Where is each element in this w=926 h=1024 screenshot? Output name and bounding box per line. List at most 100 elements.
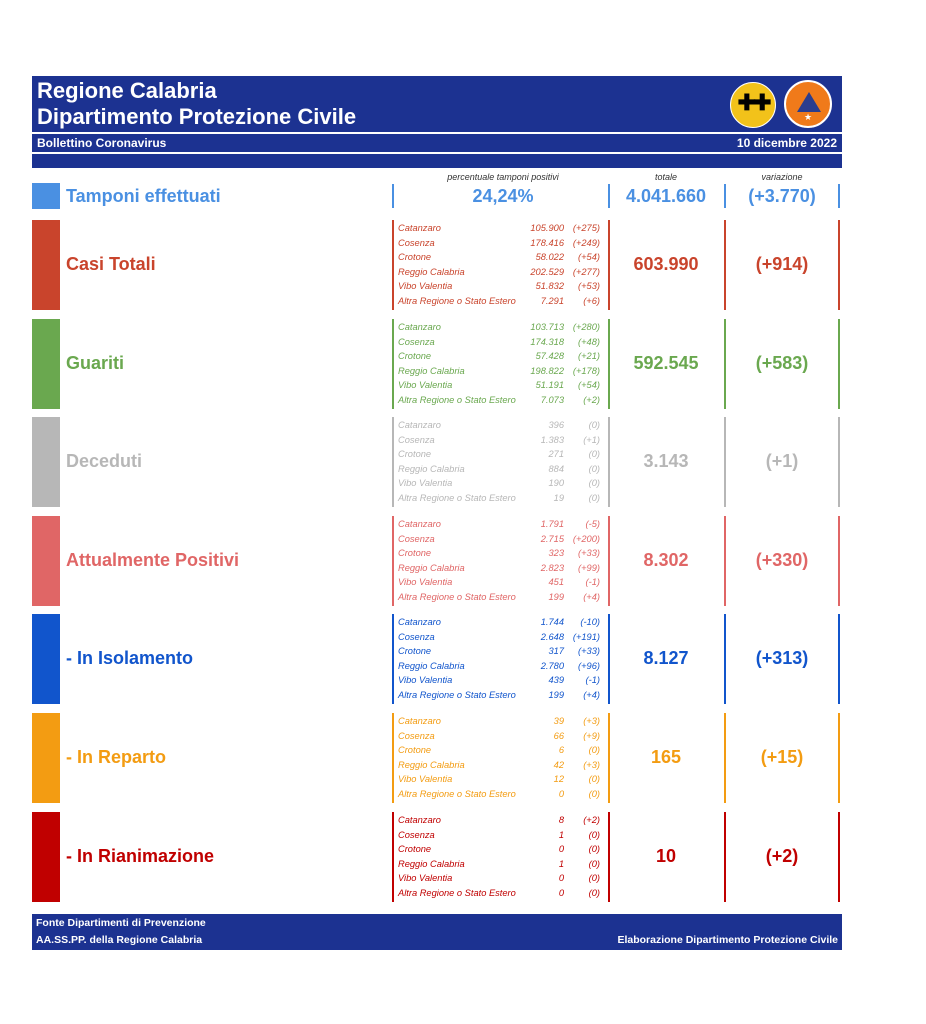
tamponi-divider (724, 184, 726, 208)
breakdown-row: Cosenza 1 (0) (398, 828, 608, 843)
attualmente-positivi-swatch (32, 516, 60, 606)
breakdown-row: Catanzaro 8 (+2) (398, 813, 608, 828)
province-name: Vibo Valentia (398, 478, 453, 489)
breakdown-row: Cosenza 2.715 (+200) (398, 532, 608, 547)
in-rianimazione-swatch (32, 812, 60, 902)
province-value: 178.416 (530, 237, 564, 248)
province-delta: (+191) (572, 631, 600, 642)
province-name: Catanzaro (398, 322, 441, 332)
province-name: Catanzaro (398, 617, 441, 627)
breakdown-row: Catanzaro 1.744 (-10) (398, 615, 608, 630)
attualmente-positivi-section: Attualmente Positivi Catanzaro 1.791 (-5) Co… (32, 516, 842, 606)
province-value: 0 (558, 788, 564, 799)
breakdown-row: Altra Regione o Stato Estero 19 (0) (398, 491, 608, 506)
breakdown-row: Crotone 271 (0) (398, 447, 608, 462)
breakdown-row: Altra Regione o Stato Estero 0 (0) (398, 787, 608, 802)
province-value: 12 (553, 774, 564, 785)
province-delta: (0) (588, 858, 600, 869)
province-name: Reggio Calabria (398, 660, 465, 671)
bulletin-subtitle: Bollettino Coronavirus (37, 136, 167, 150)
province-delta: (+275) (572, 223, 600, 233)
casi-totali-divider (838, 220, 840, 310)
province-name: Crotone (398, 745, 432, 756)
province-delta: (+3) (583, 716, 600, 726)
province-name: Reggio Calabria (398, 562, 465, 573)
breakdown-row: Catanzaro 39 (+3) (398, 714, 608, 729)
breakdown-row: Catanzaro 1.791 (-5) (398, 517, 608, 532)
breakdown-row: Reggio Calabria 198.822 (+178) (398, 364, 608, 379)
breakdown-row: Altra Regione o Stato Estero 0 (0) (398, 886, 608, 901)
province-value: 323 (548, 548, 564, 559)
province-value: 199 (548, 591, 564, 602)
guariti-swatch (32, 319, 60, 409)
breakdown-row: Cosenza 174.318 (+48) (398, 335, 608, 350)
breakdown-row: Cosenza 2.648 (+191) (398, 630, 608, 645)
in-reparto-label: - In Reparto (66, 747, 167, 767)
variation-header: variazione (761, 172, 803, 182)
breakdown-row: Crotone 6 (0) (398, 743, 608, 758)
province-name: Cosenza (398, 829, 435, 840)
breakdown-row: Reggio Calabria 42 (+3) (398, 758, 608, 773)
tamponi-positivity: 24,24% (472, 186, 534, 206)
province-delta: (0) (588, 788, 600, 799)
protezione-civile-logo-icon: ★ (784, 80, 832, 128)
province-value: 174.318 (530, 336, 564, 347)
province-delta: (+280) (572, 322, 600, 332)
province-value: 1 (558, 829, 564, 840)
in-reparto-total: 165 (650, 747, 682, 767)
in-rianimazione-divider (392, 812, 394, 902)
breakdown-row: Crotone 0 (0) (398, 842, 608, 857)
province-value: 1 (558, 858, 564, 869)
province-name: Altra Regione o Stato Estero (398, 394, 516, 405)
deceduti-total: 3.143 (643, 451, 689, 471)
province-name: Vibo Valentia (398, 774, 453, 785)
casi-totali-breakdown: Catanzaro 105.900 (+275) Cosenza 178.416 (+24… (398, 221, 608, 309)
tamponi-divider (392, 184, 394, 208)
casi-totali-divider (392, 220, 394, 310)
province-value: 190 (548, 478, 564, 489)
attualmente-positivi-variation: (+330) (755, 550, 809, 570)
footer-source-line1: Fonte Dipartimenti di Prevenzione (36, 917, 206, 929)
province-delta: (0) (588, 492, 600, 503)
province-value: 202.529 (530, 266, 564, 277)
in-isolamento-label: - In Isolamento (66, 648, 194, 668)
breakdown-row: Cosenza 66 (+9) (398, 729, 608, 744)
casi-totali-label: Casi Totali (66, 254, 156, 274)
breakdown-row: Vibo Valentia 451 (-1) (398, 575, 608, 590)
in-isolamento-breakdown: Catanzaro 1.744 (-10) Cosenza 2.648 (+191) Cro… (398, 615, 608, 703)
province-name: Crotone (398, 548, 432, 559)
positivity-header: percentuale tamponi positivi (447, 172, 559, 182)
province-value: 8 (558, 815, 564, 825)
province-name: Altra Regione o Stato Estero (398, 591, 516, 602)
province-value: 105.900 (530, 223, 564, 233)
deceduti-divider (392, 417, 394, 507)
in-reparto-swatch (32, 713, 60, 803)
province-delta: (-10) (580, 617, 600, 627)
in-isolamento-divider (392, 614, 394, 704)
deceduti-label: Deceduti (66, 451, 143, 471)
casi-totali-swatch (32, 220, 60, 310)
province-name: Altra Regione o Stato Estero (398, 492, 516, 503)
province-name: Cosenza (398, 533, 435, 544)
footer-credit: Elaborazione Dipartimento Protezione Civ… (617, 934, 838, 946)
province-delta: (+2) (583, 815, 600, 825)
province-delta: (+96) (578, 660, 600, 671)
in-rianimazione-divider (608, 812, 610, 902)
attualmente-positivi-divider (724, 516, 726, 606)
in-reparto-variation: (+15) (760, 747, 804, 767)
tamponi-swatch (32, 183, 60, 209)
in-isolamento-divider (724, 614, 726, 704)
in-isolamento-total: 8.127 (643, 648, 689, 668)
guariti-label: Guariti (66, 353, 125, 373)
province-value: 2.648 (540, 631, 564, 642)
province-delta: (+9) (583, 730, 600, 741)
in-isolamento-divider (608, 614, 610, 704)
province-value: 0 (558, 887, 564, 898)
province-delta: (+33) (578, 646, 600, 657)
breakdown-row: Crotone 317 (+33) (398, 644, 608, 659)
guariti-total: 592.545 (633, 353, 699, 373)
province-delta: (0) (588, 887, 600, 898)
province-name: Crotone (398, 351, 432, 362)
in-rianimazione-section: - In Rianimazione Catanzaro 8 (+2) Cosenza 1 (… (32, 812, 842, 902)
province-delta: (+4) (583, 591, 600, 602)
